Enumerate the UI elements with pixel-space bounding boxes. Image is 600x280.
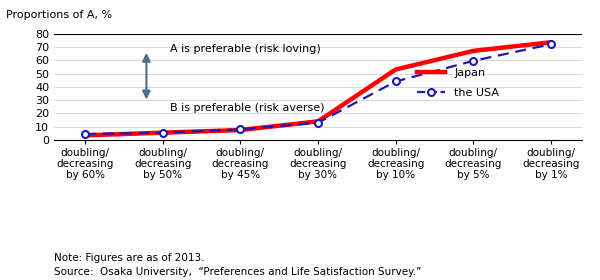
Text: A is preferable (risk loving): A is preferable (risk loving) (170, 44, 321, 54)
Text: Source:  Osaka University,  “Preferences and Life Satisfaction Survey.”: Source: Osaka University, “Preferences a… (54, 267, 421, 277)
Legend: Japan, the USA: Japan, the USA (413, 63, 503, 102)
Text: Proportions of A, %: Proportions of A, % (7, 10, 113, 20)
Text: Note: Figures are as of 2013.: Note: Figures are as of 2013. (54, 253, 205, 263)
Text: B is preferable (risk averse): B is preferable (risk averse) (170, 103, 325, 113)
